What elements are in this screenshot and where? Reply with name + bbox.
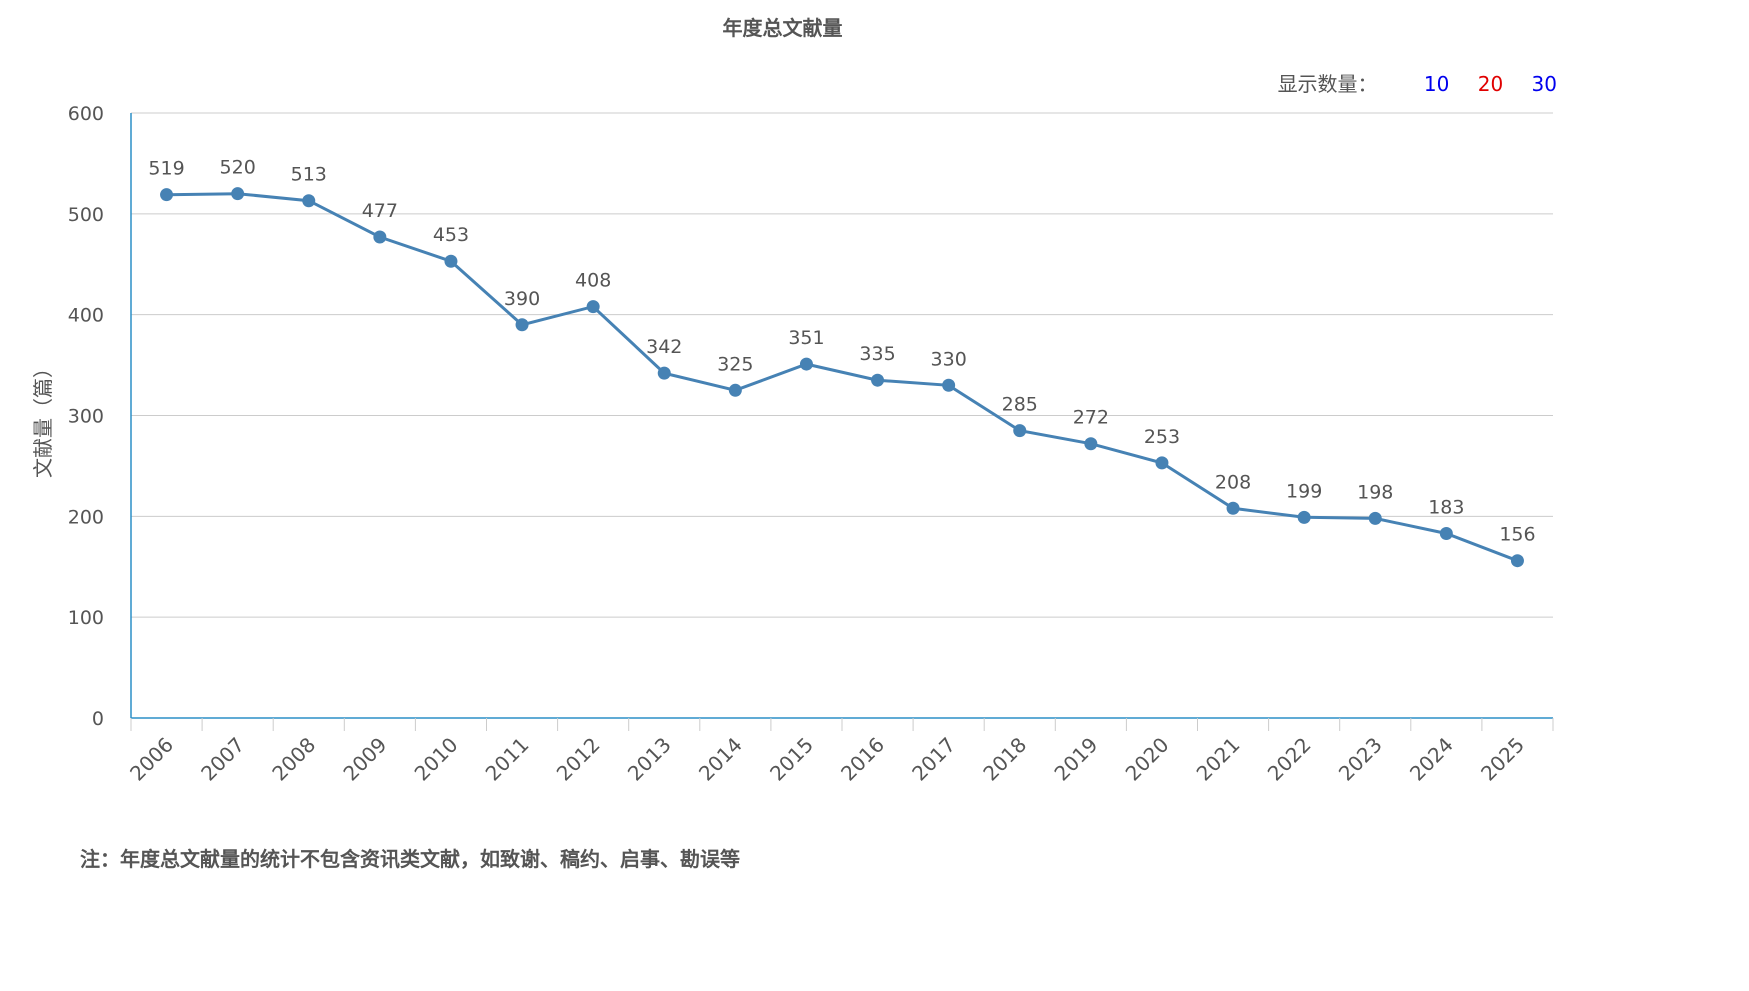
x-tick-label: 2007: [196, 733, 249, 786]
data-point[interactable]: [1084, 437, 1098, 451]
data-point[interactable]: [799, 357, 813, 371]
data-point[interactable]: [515, 318, 529, 332]
y-tick-label: 100: [68, 607, 104, 629]
display-count-switcher: 显示数量： 10 20 30: [1278, 68, 1557, 97]
x-tick-label: 2010: [410, 733, 463, 786]
data-point[interactable]: [373, 230, 387, 244]
axes: [130, 113, 1554, 731]
data-point[interactable]: [444, 254, 458, 268]
count-option-30[interactable]: 30: [1531, 72, 1557, 96]
x-tick-label: 2012: [552, 733, 605, 786]
data-point[interactable]: [942, 378, 956, 392]
x-tick-label: 2006: [125, 733, 178, 786]
data-point[interactable]: [871, 373, 885, 387]
data-label: 156: [1499, 524, 1535, 546]
data-point[interactable]: [728, 383, 742, 397]
data-label: 477: [362, 200, 398, 222]
data-point[interactable]: [160, 188, 174, 202]
y-tick-label: 0: [92, 708, 104, 730]
data-label: 390: [504, 288, 540, 310]
data-label: 208: [1215, 471, 1251, 493]
data-label: 272: [1073, 407, 1109, 429]
data-point[interactable]: [1510, 554, 1524, 568]
data-label: 285: [1002, 394, 1038, 416]
data-point[interactable]: [1155, 456, 1169, 470]
y-tick-label: 500: [68, 204, 104, 226]
x-tick-label: 2021: [1192, 733, 1245, 786]
x-tick-label: 2009: [338, 733, 391, 786]
x-tick-label: 2014: [694, 733, 747, 786]
data-point[interactable]: [302, 194, 316, 208]
series-line-path: [166, 192, 1518, 563]
data-label: 183: [1428, 496, 1464, 518]
data-label: 330: [931, 348, 967, 370]
x-tick-label: 2011: [481, 733, 534, 786]
data-label: 342: [646, 336, 682, 358]
data-label: 519: [148, 158, 184, 180]
x-tick-label: 2019: [1049, 733, 1102, 786]
data-point[interactable]: [1368, 511, 1382, 525]
y-tick-labels: 0 100 200 300 400 500 600: [68, 103, 104, 730]
data-label: 513: [291, 164, 327, 186]
data-label: 335: [859, 343, 895, 365]
y-tick-label: 300: [68, 406, 104, 428]
data-label: 408: [575, 270, 611, 292]
x-tick-label: 2015: [765, 733, 818, 786]
y-axis-label: 文献量（篇）: [31, 358, 55, 478]
data-label: 198: [1357, 481, 1393, 503]
chart-title: 年度总文献量: [722, 16, 843, 40]
x-tick-label: 2008: [267, 733, 320, 786]
data-point[interactable]: [1013, 424, 1027, 438]
data-label: 351: [788, 327, 824, 349]
data-label: 520: [220, 157, 256, 179]
y-tick-label: 200: [68, 506, 104, 528]
x-tick-label: 2013: [623, 733, 676, 786]
footnote: 注：年度总文献量的统计不包含资讯类文献，如致谢、稿约、启事、勘误等: [80, 847, 740, 871]
x-tick-label: 2017: [907, 733, 960, 786]
data-point[interactable]: [1226, 501, 1240, 515]
x-tick-labels: 2006 2007 2008 2009 2010 2011 2012 2013 2014 2015…: [125, 733, 1529, 786]
x-tick-label: 2023: [1334, 733, 1387, 786]
x-tick-label: 2016: [836, 733, 889, 786]
display-count-label: 显示数量：: [1277, 72, 1378, 96]
data-label: 453: [433, 224, 469, 246]
x-tick-label: 2018: [978, 733, 1031, 786]
x-tick-label: 2022: [1263, 733, 1316, 786]
series-line: [166, 192, 1518, 563]
grid-lines: [131, 112, 1553, 618]
data-point[interactable]: [1439, 526, 1453, 540]
x-tick-label: 2024: [1405, 733, 1458, 786]
data-label: 325: [717, 353, 753, 375]
data-label: 253: [1144, 426, 1180, 448]
x-tick-label: 2025: [1476, 733, 1529, 786]
count-option-20[interactable]: 20: [1477, 72, 1504, 96]
y-tick-label: 600: [68, 103, 104, 125]
data-point[interactable]: [231, 187, 245, 201]
data-point[interactable]: [657, 366, 671, 380]
data-point[interactable]: [1297, 510, 1311, 524]
data-labels: 519 520 513 477 453 390 408 342 325 351 335 330 285 2…: [148, 157, 1535, 546]
data-point[interactable]: [586, 300, 600, 314]
x-tick-label: 2020: [1121, 733, 1174, 786]
count-option-10[interactable]: 10: [1423, 72, 1450, 96]
y-tick-label: 400: [68, 305, 104, 327]
data-points: [160, 187, 1524, 568]
data-label: 199: [1286, 480, 1322, 502]
